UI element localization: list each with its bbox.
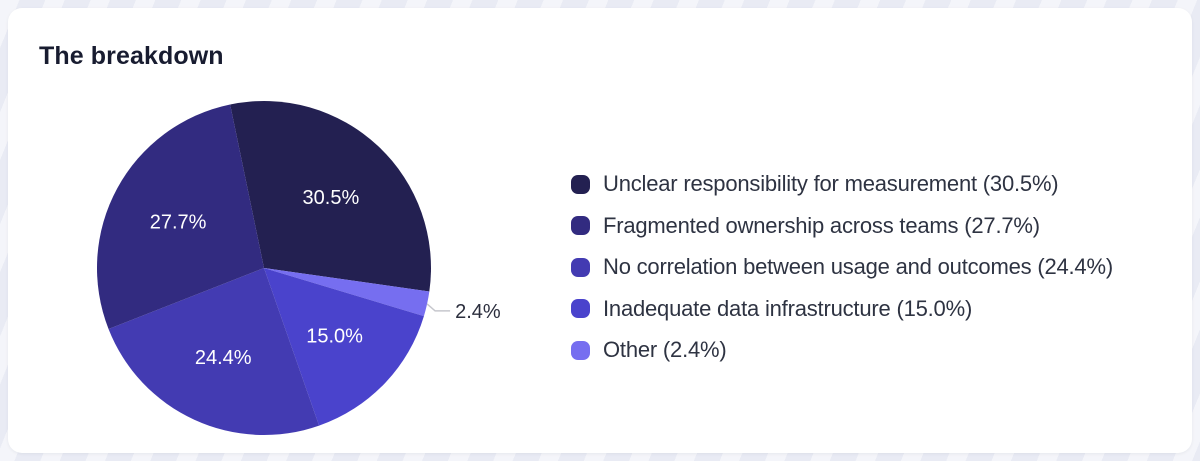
chart-card: The breakdown 30.5% 2.4% 15.0% 24.4% 27.7% U… <box>8 8 1192 453</box>
chart-legend: Unclear responsibility for measurement (… <box>571 171 1113 363</box>
legend-label: Inadequate data infrastructure (15.0%) <box>603 295 973 321</box>
pie-slice-0[interactable] <box>230 101 431 292</box>
pie-slice-1[interactable] <box>96 104 264 329</box>
legend-swatch-icon <box>571 299 590 318</box>
legend-item[interactable]: Other (2.4%) <box>571 337 1113 363</box>
chart-title: The breakdown <box>39 42 224 70</box>
slice-value-label: 30.5% <box>303 187 360 209</box>
legend-item[interactable]: Unclear responsibility for measurement (… <box>571 171 1113 197</box>
legend-label: No correlation between usage and outcome… <box>603 254 1113 279</box>
slice-value-label: 24.4% <box>195 347 252 369</box>
legend-swatch-icon <box>571 216 590 235</box>
legend-label: Fragmented ownership across teams (27.7%… <box>603 212 1040 238</box>
legend-swatch-icon <box>571 174 590 194</box>
callout-line <box>426 303 451 312</box>
pie-slice-2[interactable] <box>108 268 320 436</box>
legend-label: Unclear responsibility for measurement (… <box>603 171 1059 196</box>
slice-value-label: 15.0% <box>306 326 363 348</box>
legend-item[interactable]: Fragmented ownership across teams (27.7%… <box>571 213 1113 239</box>
legend-swatch-icon <box>571 257 590 277</box>
legend-item[interactable]: No correlation between usage and outcome… <box>571 254 1113 280</box>
slice-value-label: 27.7% <box>150 212 207 234</box>
legend-label: Other (2.4%) <box>603 337 727 362</box>
pie-slice-3[interactable] <box>264 268 424 426</box>
legend-item[interactable]: Inadequate data infrastructure (15.0%) <box>571 296 1113 322</box>
pie-chart: 30.5% 2.4% 15.0% 24.4% 27.7% <box>96 101 501 436</box>
slice-value-label: 2.4% <box>455 301 501 323</box>
legend-swatch-icon <box>571 340 590 360</box>
pie-slice-4[interactable] <box>264 268 430 317</box>
